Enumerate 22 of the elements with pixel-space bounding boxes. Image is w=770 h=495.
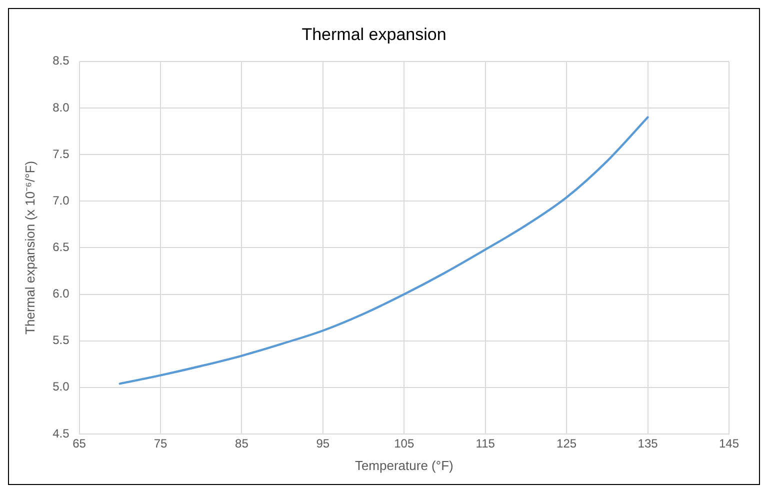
x-tick-label: 135	[638, 436, 658, 451]
line-series	[118, 116, 649, 385]
chart-title: Thermal expansion	[302, 24, 446, 44]
y-tick-label: 8.0	[52, 100, 70, 114]
x-tick-label: 145	[718, 436, 740, 451]
y-tick-label: 8.5	[52, 54, 70, 68]
y-tick-label: 6.5	[52, 240, 70, 254]
y-tick-label: 4.5	[52, 426, 70, 440]
x-tick-label: 105	[394, 436, 414, 451]
x-tick-label: 65	[72, 436, 86, 451]
y-tick-label: 5.0	[52, 380, 70, 394]
x-tick-label: 75	[154, 436, 168, 451]
x-tick-label: 125	[556, 436, 577, 451]
x-tick-label: 115	[476, 436, 496, 451]
y-tick-label: 5.5	[52, 333, 70, 348]
x-axis-title: Temperature (°F)	[354, 458, 454, 473]
y-tick-label: 6.0	[52, 286, 70, 301]
y-tick-label: 7.5	[52, 146, 70, 161]
y-axis-title: Thermal expansion (x 10⁻⁶/°F)	[22, 160, 38, 334]
y-tick-label: 7.0	[52, 193, 70, 208]
x-tick-label: 85	[235, 436, 249, 451]
x-tick-label: 95	[316, 436, 330, 451]
